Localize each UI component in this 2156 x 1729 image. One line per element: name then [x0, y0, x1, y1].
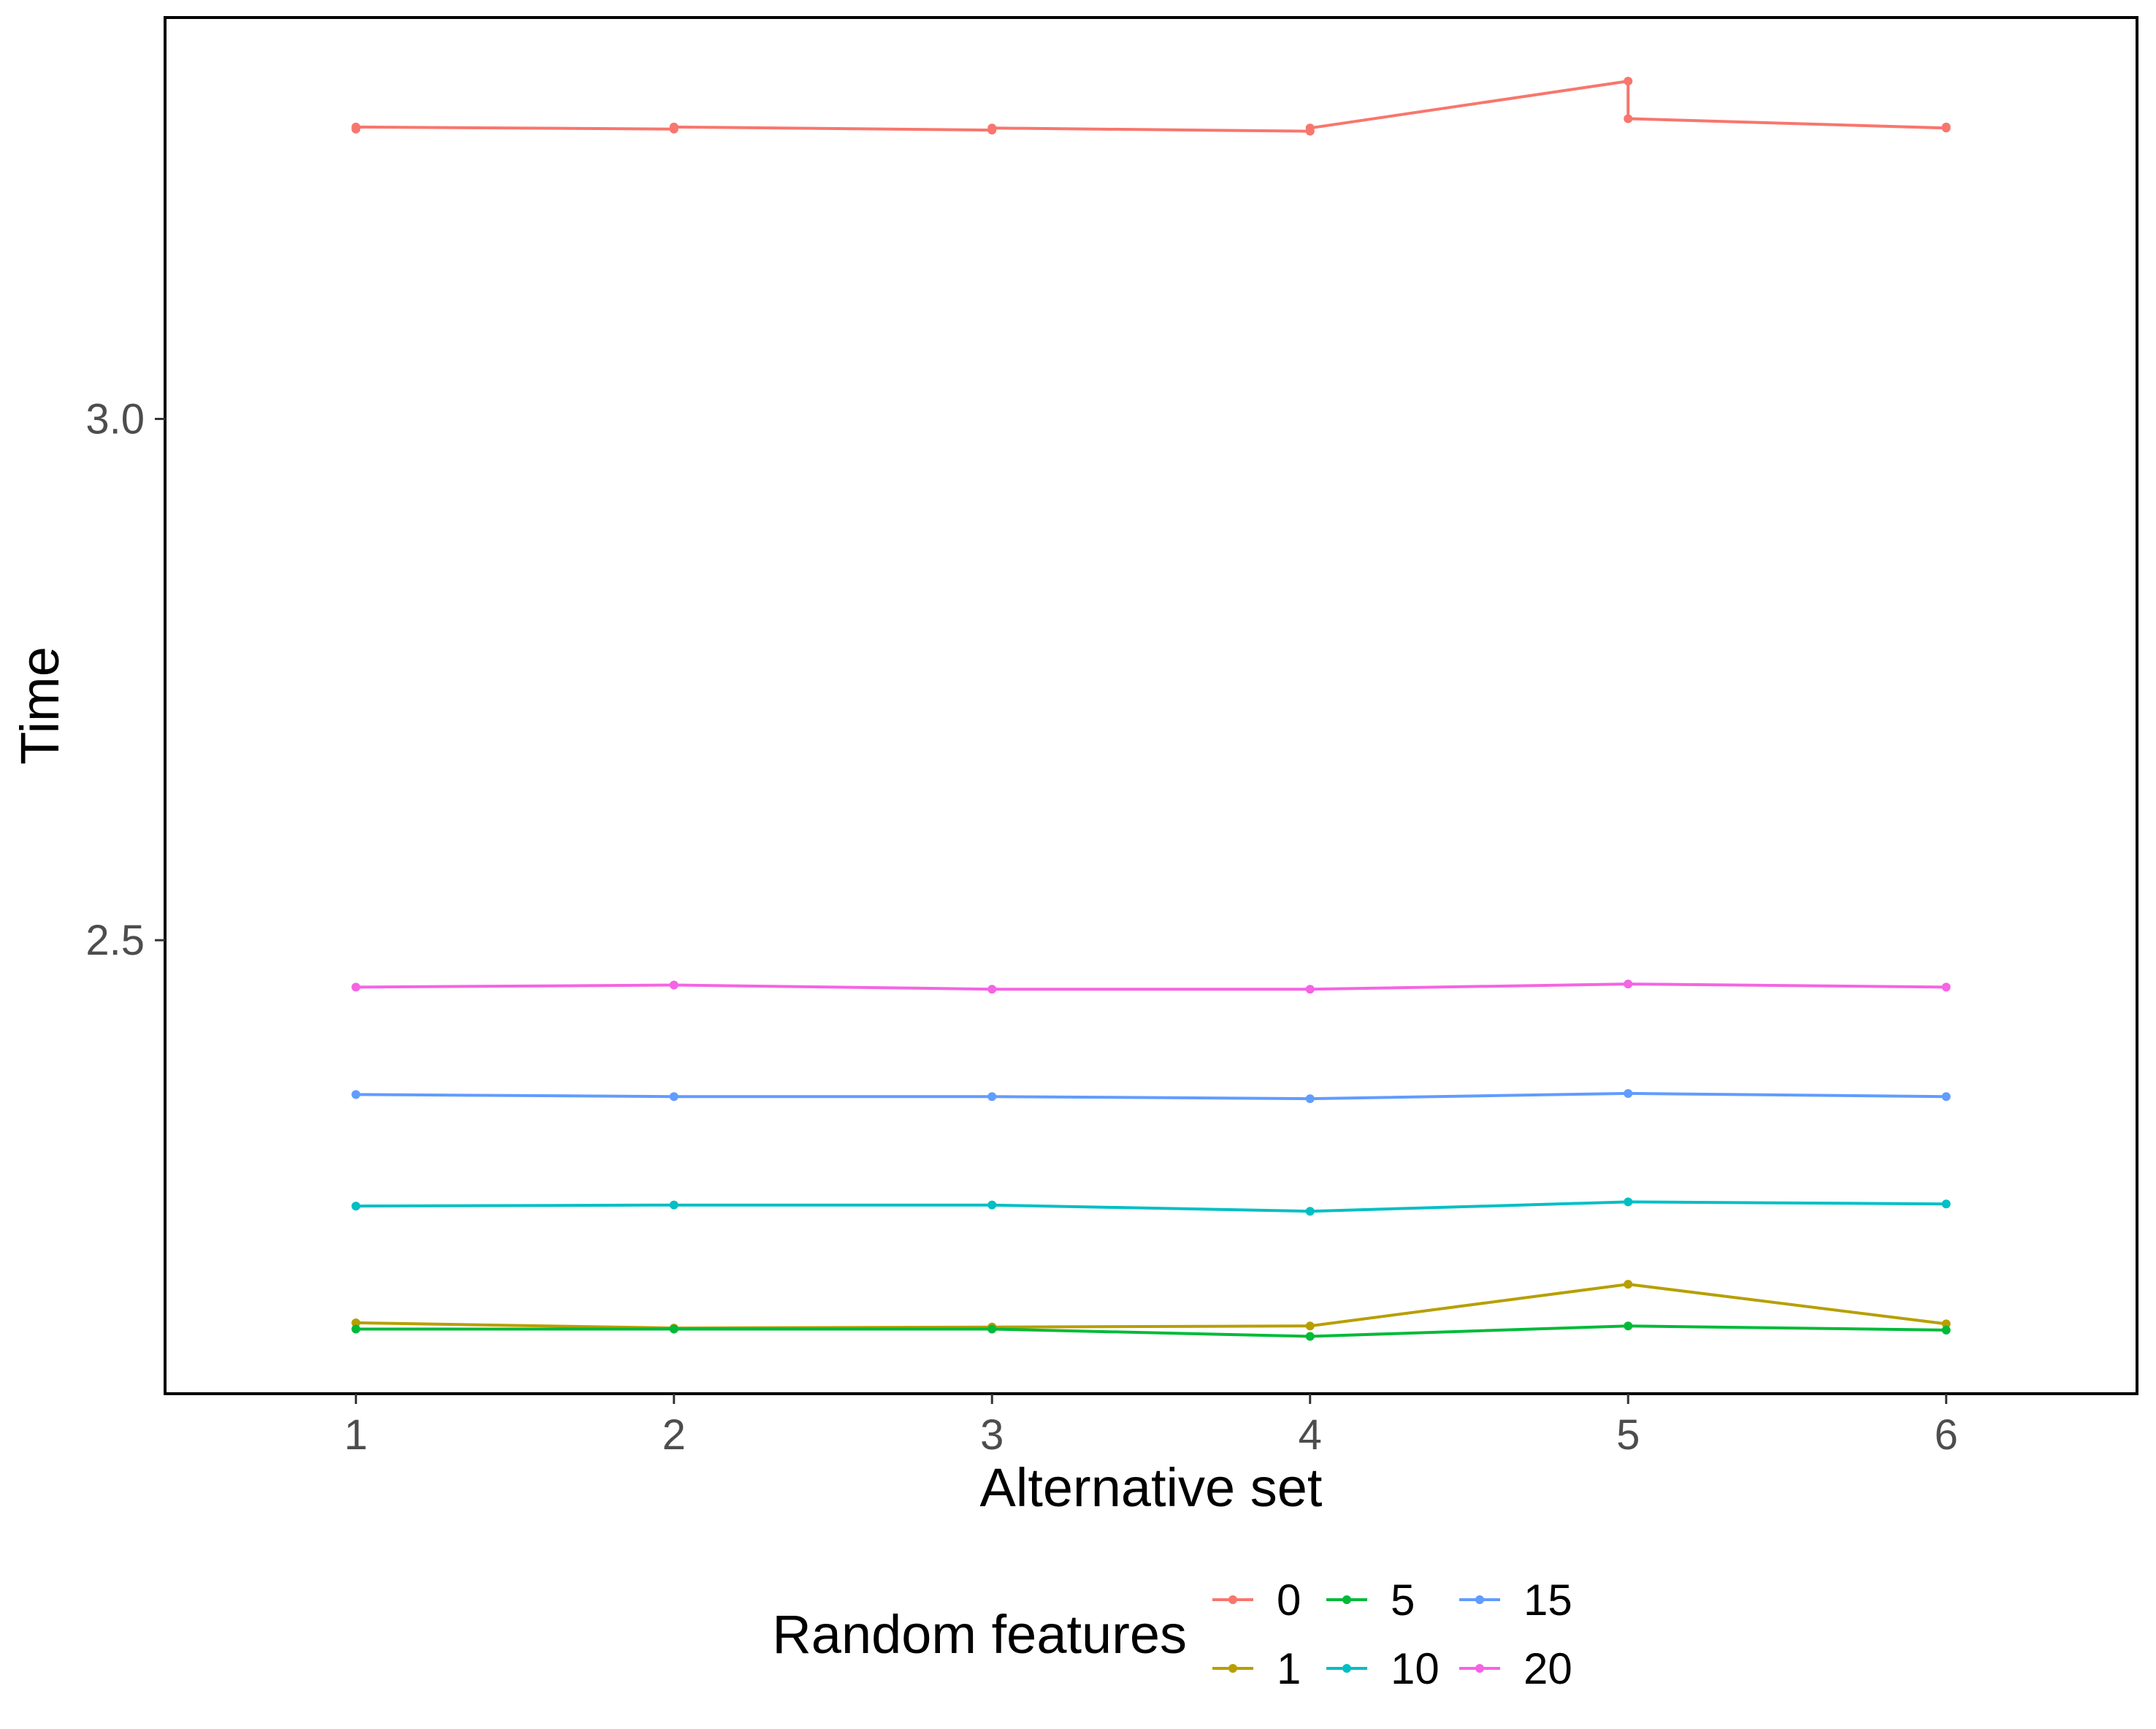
series-line-20	[356, 982, 1946, 991]
y-tick-label: 2.5	[85, 917, 145, 964]
plot-panel	[164, 16, 2138, 1395]
legend-key-point-20	[1475, 1664, 1484, 1673]
series-point-15	[351, 1090, 361, 1099]
series-point-0	[987, 123, 997, 133]
series-point-1	[1941, 1319, 1951, 1329]
x-tick-label: 3	[980, 1411, 1004, 1459]
x-tick-label: 2	[662, 1411, 686, 1459]
series-point-20	[1305, 985, 1315, 994]
series-point-1	[1305, 1321, 1315, 1331]
series-point-20	[1941, 982, 1951, 992]
legend-label-10: 10	[1391, 1644, 1440, 1693]
series-point-20	[1624, 980, 1633, 989]
legend-key-point-5	[1342, 1595, 1351, 1604]
series-point-15	[1624, 1088, 1633, 1098]
x-tick-label: 4	[1299, 1411, 1322, 1459]
series-point-5	[669, 1324, 678, 1334]
y-tick-label: 3.0	[85, 396, 145, 443]
series-point-10	[351, 1202, 361, 1211]
legend-label-20: 20	[1524, 1644, 1572, 1693]
series-point-20	[669, 980, 678, 990]
legend-title: Random features	[772, 1604, 1187, 1665]
series-point-15	[669, 1092, 678, 1102]
series-point-20	[351, 982, 361, 992]
series-line-15	[356, 1091, 1946, 1101]
legend-label-15: 15	[1524, 1576, 1572, 1625]
series-point-10	[1305, 1207, 1315, 1216]
series-point-15	[1305, 1094, 1315, 1104]
series-layer	[351, 77, 1951, 1341]
x-axis-title: Alternative set	[980, 1457, 1323, 1518]
series-point-5	[1305, 1332, 1315, 1341]
series-point-1	[351, 1318, 361, 1327]
series-point-10	[669, 1200, 678, 1210]
series-point-10	[1941, 1199, 1951, 1209]
series-point-20	[987, 985, 997, 994]
y-axis-title: Time	[9, 646, 70, 765]
legend-key-point-15	[1475, 1595, 1484, 1604]
series-point-5	[351, 1324, 361, 1334]
legend-label-1: 1	[1277, 1644, 1301, 1693]
x-tick-label: 1	[344, 1411, 367, 1459]
series-point-0	[1624, 77, 1633, 86]
series-point-5	[1941, 1325, 1951, 1335]
legend-label-0: 0	[1277, 1576, 1301, 1625]
series-line-5	[356, 1324, 1946, 1338]
x-axis: 1 2 3 4 5 6	[344, 1394, 1958, 1459]
series-point-1	[1624, 1280, 1633, 1289]
series-point-0	[351, 122, 361, 131]
series-point-10	[987, 1200, 997, 1210]
series-point-0	[1305, 123, 1315, 133]
series-point-5	[987, 1324, 997, 1334]
series-point-15	[987, 1092, 997, 1102]
series-line-10	[356, 1200, 1946, 1213]
legend-key-point-10	[1342, 1664, 1351, 1673]
series-point-0	[669, 122, 678, 131]
series-point-10	[1624, 1197, 1633, 1207]
y-axis: 2.5 3.0	[85, 396, 165, 964]
series-point-15	[1941, 1092, 1951, 1102]
series-line-0	[354, 79, 1948, 133]
x-tick-label: 6	[1935, 1411, 1958, 1459]
legend-label-5: 5	[1391, 1576, 1415, 1625]
series-point-0	[1941, 122, 1951, 131]
legend-key-point-1	[1228, 1664, 1237, 1673]
series-line-1	[356, 1283, 1946, 1330]
series-point-0	[1624, 114, 1633, 123]
x-tick-label: 5	[1616, 1411, 1640, 1459]
legend-key-point-0	[1228, 1595, 1237, 1604]
series-point-5	[1624, 1321, 1633, 1331]
